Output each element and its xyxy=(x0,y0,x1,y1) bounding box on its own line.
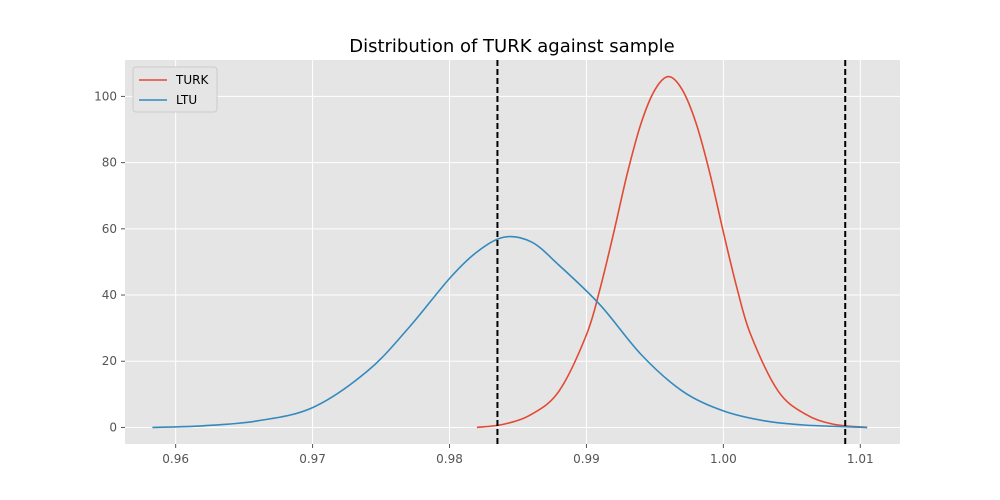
series-layer xyxy=(152,75,868,429)
reference-lines xyxy=(496,60,847,444)
chart-title: Distribution of TURK against sample xyxy=(349,36,675,57)
legend-label: TURK xyxy=(175,73,209,87)
legend: TURK LTU xyxy=(132,66,218,113)
y-tick-label: 40 xyxy=(102,288,117,302)
x-tick-label: 0.96 xyxy=(162,452,189,466)
grid xyxy=(125,60,900,444)
y-axis: 0 20 40 60 80 100 xyxy=(94,89,125,434)
series-line-ltu xyxy=(152,235,868,429)
x-tick-label: 1.00 xyxy=(710,452,737,466)
plot-area xyxy=(125,60,900,444)
x-tick-label: 1.01 xyxy=(847,452,874,466)
y-tick-label: 60 xyxy=(102,222,117,236)
y-tick-label: 100 xyxy=(94,89,117,103)
y-tick-label: 80 xyxy=(102,156,117,170)
x-tick-label: 0.98 xyxy=(436,452,463,466)
x-tick-label: 0.99 xyxy=(573,452,600,466)
series-line-turk xyxy=(476,75,868,429)
x-axis: 0.96 0.97 0.98 0.99 1.00 1.01 xyxy=(162,444,874,466)
legend-label: LTU xyxy=(176,93,197,107)
x-tick-label: 0.97 xyxy=(299,452,326,466)
y-tick-label: 0 xyxy=(109,420,117,434)
y-tick-label: 20 xyxy=(102,354,117,368)
